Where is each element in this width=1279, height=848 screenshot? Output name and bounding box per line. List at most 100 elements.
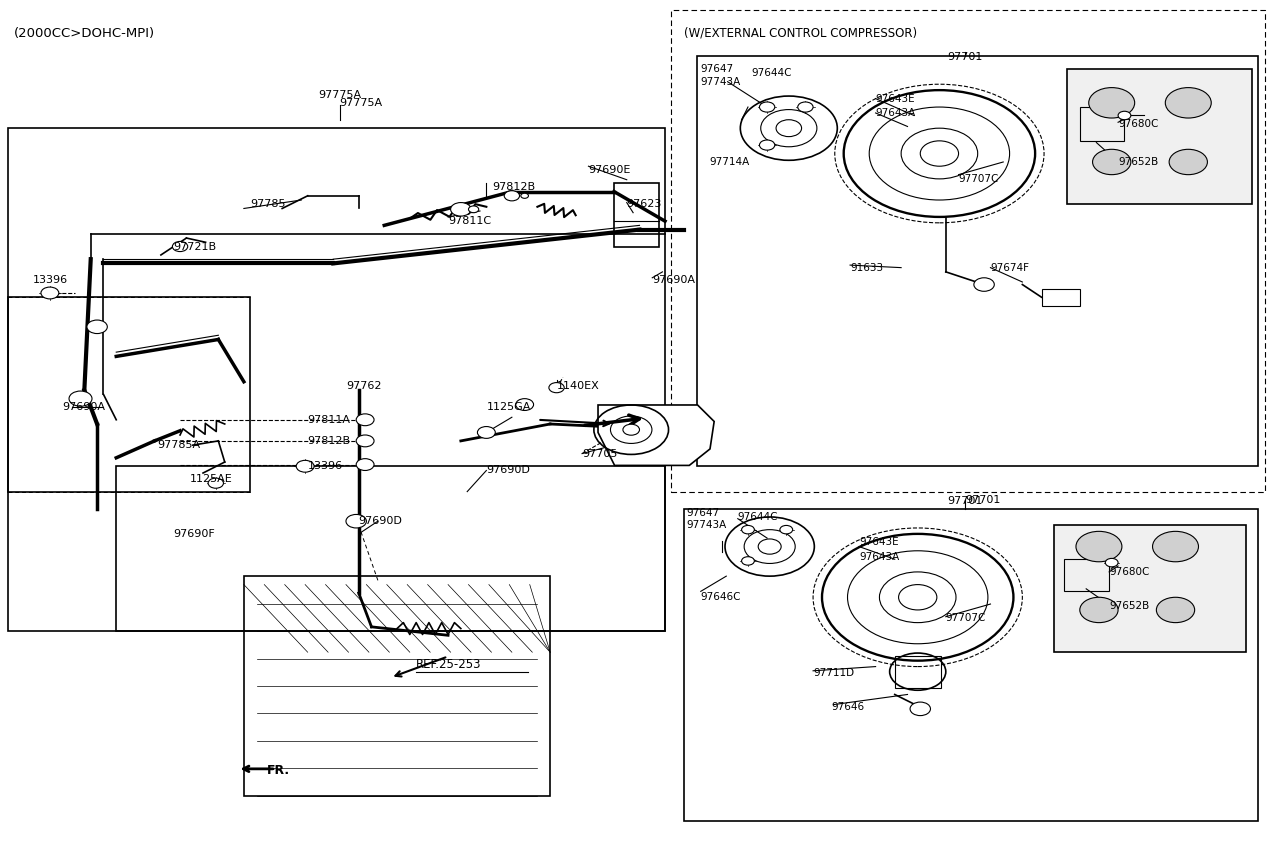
Text: 97674F: 97674F [990, 263, 1030, 273]
Circle shape [973, 278, 994, 292]
Text: 97811C: 97811C [448, 216, 491, 226]
Circle shape [468, 206, 478, 213]
Circle shape [776, 120, 802, 137]
Text: 97690A: 97690A [63, 402, 106, 412]
Circle shape [356, 459, 373, 471]
Circle shape [760, 140, 775, 150]
Text: 97762: 97762 [345, 381, 381, 391]
Circle shape [521, 193, 528, 198]
Text: 97643A: 97643A [876, 108, 916, 118]
Text: 97811A: 97811A [308, 415, 350, 425]
Text: 97690F: 97690F [174, 529, 215, 538]
Circle shape [173, 242, 188, 252]
Text: (W/EXTERNAL CONTROL COMPRESSOR): (W/EXTERNAL CONTROL COMPRESSOR) [684, 27, 917, 40]
Bar [1064, 559, 1109, 591]
Text: 97623: 97623 [627, 199, 663, 209]
Polygon shape [599, 405, 714, 466]
Text: 97812B: 97812B [308, 436, 350, 446]
Text: (2000CC>DOHC-MPI): (2000CC>DOHC-MPI) [14, 27, 155, 40]
Text: 97652B: 97652B [1118, 157, 1159, 167]
Text: 97690D: 97690D [358, 516, 403, 527]
Bar [116, 466, 665, 631]
Bar [1079, 107, 1124, 141]
Text: REF.25-253: REF.25-253 [416, 658, 482, 672]
Circle shape [297, 460, 315, 472]
Text: 97711D: 97711D [813, 668, 854, 678]
Text: FR.: FR. [267, 764, 290, 777]
Circle shape [477, 427, 495, 438]
Text: 97785: 97785 [251, 199, 285, 209]
Text: 13396: 13396 [33, 276, 68, 285]
Text: 97646: 97646 [831, 702, 865, 712]
Circle shape [1092, 149, 1131, 175]
Text: 97714A: 97714A [710, 157, 749, 167]
Circle shape [742, 526, 755, 534]
Text: 97646C: 97646C [701, 592, 742, 602]
Circle shape [742, 556, 755, 565]
Text: 97647: 97647 [687, 508, 720, 518]
Bar [614, 183, 659, 247]
Bar [895, 656, 940, 688]
Text: 97643E: 97643E [859, 538, 899, 547]
Circle shape [798, 102, 813, 112]
Circle shape [69, 391, 92, 406]
Circle shape [345, 515, 366, 528]
Circle shape [1118, 111, 1131, 120]
Circle shape [515, 399, 533, 410]
Circle shape [899, 584, 936, 610]
Polygon shape [1054, 526, 1246, 652]
Text: 97743A: 97743A [687, 521, 726, 531]
Circle shape [758, 539, 781, 554]
Circle shape [87, 320, 107, 333]
Text: 13396: 13396 [308, 461, 343, 471]
Text: 97680C: 97680C [1109, 567, 1150, 577]
Bar [8, 128, 665, 631]
Circle shape [911, 702, 931, 716]
Text: 97690D: 97690D [486, 466, 531, 476]
Text: 97701: 97701 [948, 496, 982, 506]
Circle shape [921, 141, 958, 166]
Circle shape [356, 435, 373, 447]
Circle shape [41, 287, 59, 298]
Circle shape [1088, 87, 1134, 118]
Circle shape [1076, 532, 1122, 561]
Text: 97690E: 97690E [588, 165, 631, 176]
Circle shape [504, 191, 519, 201]
Text: 97707C: 97707C [958, 174, 999, 184]
Text: 97775A: 97775A [318, 90, 361, 100]
Circle shape [1152, 532, 1198, 561]
Circle shape [450, 203, 471, 216]
Circle shape [356, 414, 373, 426]
Text: 97701: 97701 [948, 52, 982, 62]
Text: 97644C: 97644C [738, 512, 778, 522]
Text: 91633: 91633 [851, 263, 884, 273]
Text: 97680C: 97680C [1118, 119, 1159, 129]
Text: 97721B: 97721B [174, 242, 217, 252]
Circle shape [208, 478, 224, 488]
Text: 97743A: 97743A [701, 76, 741, 86]
Text: 97652B: 97652B [1109, 600, 1150, 611]
Text: 97647: 97647 [701, 64, 734, 74]
Circle shape [1169, 149, 1207, 175]
Text: 97775A: 97775A [340, 98, 382, 108]
Text: 97643E: 97643E [876, 93, 916, 103]
Text: 97701: 97701 [964, 495, 1000, 505]
Text: 97705: 97705 [582, 449, 618, 459]
Polygon shape [1067, 69, 1252, 204]
Text: 1125AE: 1125AE [191, 474, 233, 484]
Bar [244, 576, 550, 796]
Circle shape [760, 102, 775, 112]
Bar [697, 56, 1259, 466]
Text: 97707C: 97707C [945, 613, 986, 623]
Text: 1125GA: 1125GA [486, 402, 531, 412]
Text: 1140EX: 1140EX [556, 381, 600, 391]
Circle shape [623, 424, 640, 435]
Circle shape [1105, 558, 1118, 566]
Bar [1041, 289, 1079, 305]
Circle shape [1079, 597, 1118, 622]
Text: 97785A: 97785A [157, 440, 201, 450]
Bar [684, 509, 1259, 821]
Text: 97812B: 97812B [492, 182, 536, 192]
Text: 97690A: 97690A [652, 276, 696, 285]
Text: 97643A: 97643A [859, 552, 899, 561]
